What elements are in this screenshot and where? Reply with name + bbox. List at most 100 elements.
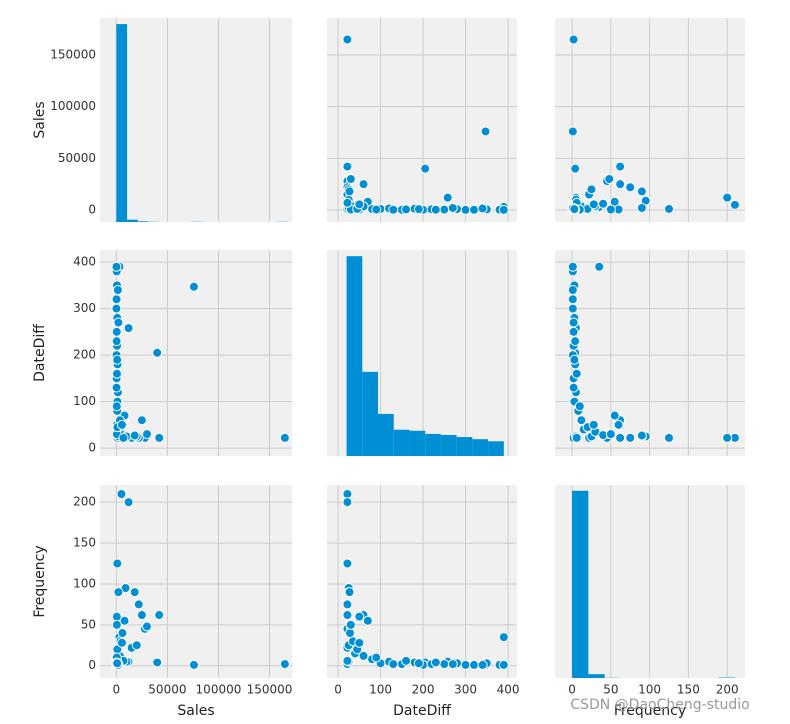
scatter-point (401, 204, 412, 215)
scatter-point (439, 659, 450, 670)
scatter-point (342, 197, 353, 208)
histogram-bar (440, 434, 457, 456)
scatter-point (722, 192, 733, 203)
histogram-bar (116, 24, 128, 223)
histogram-bar (409, 430, 426, 456)
scatter-point (498, 632, 509, 643)
scatter-point (401, 655, 412, 666)
scatter-point (344, 628, 355, 639)
scatter-point (413, 658, 424, 669)
x-tick-label: 150 (677, 683, 700, 697)
panel (555, 250, 745, 456)
x-axis-label: DateDiff (393, 703, 451, 719)
panel (100, 485, 292, 678)
y-tick-label: 200 (73, 348, 96, 362)
scatter-point (722, 432, 733, 443)
scatter-point (568, 34, 579, 45)
x-tick-label: 0 (113, 683, 121, 697)
scatter-point (586, 184, 597, 195)
scatter-point (567, 294, 578, 305)
scatter-point (413, 204, 424, 215)
scatter-point (729, 199, 740, 210)
histogram-bar (425, 433, 441, 456)
panel-background (100, 250, 292, 456)
scatter-point (358, 650, 369, 661)
scatter-point (279, 659, 290, 670)
scatter-point (123, 323, 134, 334)
scatter-point (567, 261, 578, 272)
scatter-point (154, 432, 165, 443)
scatter-point (420, 163, 431, 174)
scatter-point (342, 655, 353, 666)
scatter-point (342, 34, 353, 45)
scatter-point (568, 382, 579, 393)
scatter-point (625, 182, 636, 193)
scatter-point (344, 186, 355, 197)
y-tick-label: 300 (73, 301, 96, 315)
scatter-point (567, 303, 578, 314)
scatter-point (636, 202, 647, 213)
histogram-bar (488, 441, 504, 456)
scatter-point (111, 326, 122, 337)
scatter-point (111, 303, 122, 314)
scatter-point (136, 415, 147, 426)
scatter-point (469, 659, 480, 670)
y-tick-label: 0 (88, 441, 96, 455)
scatter-point (354, 611, 365, 622)
scatter-point (571, 368, 582, 379)
scatter-point (152, 657, 163, 668)
histogram-bar (393, 429, 410, 456)
scatter-point (141, 429, 152, 440)
scatter-point (133, 599, 144, 610)
scatter-point (112, 558, 123, 569)
x-tick-label: 0 (334, 683, 342, 697)
x-tick-label: 150000 (247, 683, 293, 697)
histogram-bar (362, 371, 379, 456)
scatter-point (342, 599, 353, 610)
histogram-bar (572, 490, 589, 678)
scatter-point (636, 186, 647, 197)
x-tick-label: 200 (412, 683, 435, 697)
scatter-point (116, 419, 127, 430)
scatter-point (342, 497, 353, 508)
scatter-point (116, 488, 127, 499)
x-tick-label: 100 (638, 683, 661, 697)
panel (327, 18, 517, 222)
panel-background (327, 18, 517, 222)
scatter-point (152, 347, 163, 358)
scatter-point (460, 204, 471, 215)
scatter-point (447, 202, 458, 213)
scatter-point (112, 354, 123, 365)
scatter-point (119, 615, 130, 626)
y-tick-label: 400 (73, 255, 96, 269)
y-axis-label: Sales (32, 101, 48, 138)
scatter-point (141, 621, 152, 632)
panel-background (100, 18, 292, 222)
scatter-point (567, 284, 578, 295)
scatter-point (136, 610, 147, 621)
scatter-point (609, 410, 620, 421)
x-axis-label: Sales (177, 703, 214, 719)
scatter-point (604, 174, 615, 185)
panel (327, 250, 517, 456)
scatter-point (615, 179, 626, 190)
scatter-point (569, 204, 580, 215)
x-tick-label: 50000 (148, 683, 186, 697)
scatter-point (460, 659, 471, 670)
y-axis-label: DateDiff (32, 324, 48, 382)
scatter-point (664, 432, 674, 443)
scatter-point (605, 429, 616, 440)
scatter-point (588, 419, 599, 430)
scatter-point (111, 261, 122, 272)
scatter-point (442, 192, 453, 203)
scatter-point (576, 415, 587, 426)
scatter-point (615, 161, 626, 172)
scatter-point (111, 294, 122, 305)
scatter-point (111, 401, 122, 412)
scatter-point (477, 659, 488, 670)
panel (555, 485, 745, 678)
scatter-point (344, 587, 355, 598)
scatter-point (116, 637, 127, 648)
scatter-point (439, 204, 450, 215)
histogram-bar (588, 674, 605, 678)
